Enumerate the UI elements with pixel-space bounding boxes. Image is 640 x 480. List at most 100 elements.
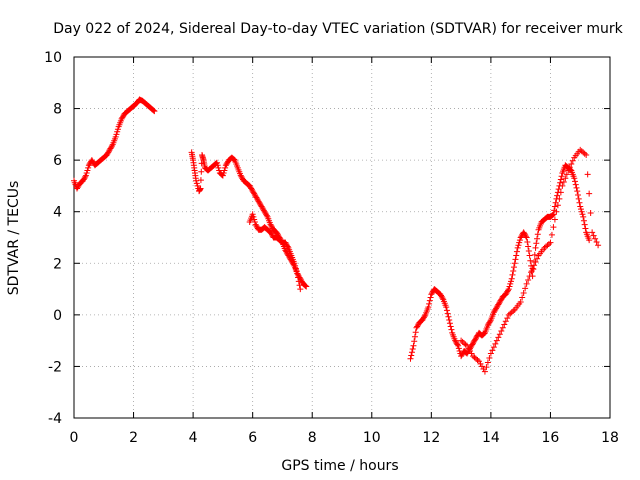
data-point <box>114 128 121 135</box>
data-point <box>470 340 477 347</box>
data-point <box>541 244 548 251</box>
data-point <box>533 240 540 247</box>
data-point <box>507 278 514 285</box>
data-point <box>556 195 563 202</box>
data-point <box>498 296 505 303</box>
data-point <box>586 237 593 244</box>
data-point <box>303 283 310 290</box>
data-point <box>478 363 485 370</box>
data-point <box>420 315 427 322</box>
data-point <box>542 243 549 250</box>
data-point <box>580 149 587 156</box>
data-point <box>268 230 275 237</box>
data-point <box>510 268 517 275</box>
data-point <box>411 338 418 345</box>
data-point <box>507 310 514 317</box>
data-point <box>255 198 262 205</box>
data-point <box>75 182 82 189</box>
data-point <box>88 157 95 164</box>
data-point <box>250 213 257 220</box>
data-point <box>525 277 532 284</box>
data-point <box>223 161 230 168</box>
y-tick-label: 4 <box>53 205 62 221</box>
data-point <box>80 176 87 183</box>
data-point <box>582 225 589 232</box>
data-point <box>496 298 503 305</box>
data-point <box>580 213 587 220</box>
data-point <box>521 230 528 237</box>
data-point <box>497 297 504 304</box>
data-series <box>246 211 304 293</box>
data-point <box>555 186 562 193</box>
data-point <box>74 184 81 191</box>
data-point <box>105 148 112 155</box>
y-tick-label: 10 <box>44 50 62 66</box>
data-point <box>410 342 417 349</box>
data-point <box>292 265 299 272</box>
x-tick-label: 14 <box>482 430 500 446</box>
data-point <box>494 302 501 309</box>
data-point <box>283 242 290 249</box>
x-tick-label: 0 <box>70 430 79 446</box>
data-point <box>574 188 581 195</box>
data-point <box>260 207 267 214</box>
y-tick-label: -2 <box>48 359 62 375</box>
data-point <box>515 242 522 249</box>
data-point <box>489 347 496 354</box>
data-point <box>530 266 537 273</box>
data-point <box>486 319 493 326</box>
data-point <box>448 326 455 333</box>
data-point <box>269 224 276 231</box>
data-point <box>572 181 579 188</box>
data-point <box>481 330 488 337</box>
data-point <box>426 300 433 307</box>
data-point <box>504 288 511 295</box>
data-point <box>522 233 529 240</box>
data-point <box>219 172 226 179</box>
data-point <box>193 177 200 184</box>
chart-title: Day 022 of 2024, Sidereal Day-to-day VTE… <box>53 21 623 37</box>
data-point <box>252 221 259 228</box>
data-point <box>578 148 585 155</box>
data-point <box>554 202 561 209</box>
data-point <box>529 265 536 272</box>
data-point <box>438 293 445 300</box>
data-point <box>505 286 512 293</box>
data-point <box>528 262 535 269</box>
data-point <box>470 338 477 345</box>
data-point <box>273 229 280 236</box>
data-point <box>522 285 529 292</box>
data-point <box>84 167 91 174</box>
data-point <box>512 256 519 263</box>
data-point <box>520 229 527 236</box>
data-point <box>498 327 505 334</box>
data-point <box>553 208 560 215</box>
data-point <box>514 244 521 251</box>
data-point <box>577 203 584 210</box>
data-point <box>447 323 454 330</box>
data-point <box>501 321 508 328</box>
data-series <box>458 146 602 375</box>
data-point <box>557 189 564 196</box>
data-point <box>251 219 258 226</box>
data-point <box>409 346 416 353</box>
data-point <box>584 171 591 178</box>
data-point <box>282 247 289 254</box>
data-point <box>462 341 469 348</box>
data-point <box>525 243 532 250</box>
data-point <box>487 318 494 325</box>
data-point <box>579 211 586 218</box>
data-point <box>294 270 301 277</box>
data-point <box>105 149 112 156</box>
data-point <box>253 194 260 201</box>
data-point <box>475 358 482 365</box>
y-tick-label: 8 <box>53 102 62 118</box>
data-point <box>480 331 487 338</box>
data-point <box>520 289 527 296</box>
data-point <box>251 216 258 223</box>
data-point <box>534 255 541 262</box>
data-point <box>544 242 551 249</box>
data-point <box>261 208 268 215</box>
